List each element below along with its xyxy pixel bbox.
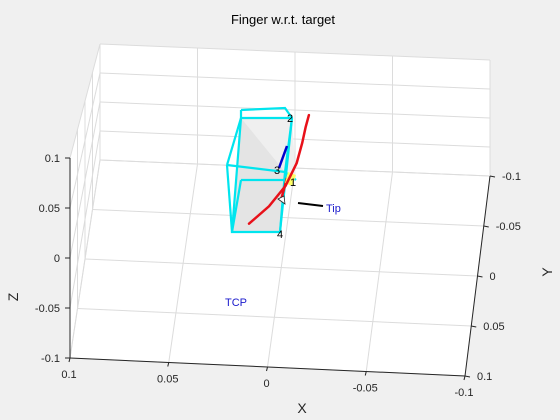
x-tick-3 xyxy=(364,371,367,376)
z-tick-label-1: 0.05 xyxy=(39,203,60,215)
annotation-tip: Tip xyxy=(326,203,341,215)
y-tick-label-2: 0 xyxy=(490,271,496,283)
z-tick-label-4: -0.1 xyxy=(41,353,60,365)
box-edge-back xyxy=(225,164,234,233)
y-tick-3 xyxy=(471,325,477,328)
x-tick-0 xyxy=(68,357,71,363)
corner-label-1: 1 xyxy=(290,177,296,189)
annotation-tcp: TCP xyxy=(225,297,247,309)
grid-side-z-4 xyxy=(69,43,101,159)
x-tick-1 xyxy=(167,362,170,367)
grid-lines xyxy=(69,43,491,377)
z-tick-label-0: 0.1 xyxy=(45,153,60,165)
y-axis-label: Y xyxy=(539,267,555,277)
grid-floor-y-3 xyxy=(77,308,472,327)
z-tick-label-3: -0.05 xyxy=(35,303,60,315)
y-tick-label-3: 0.05 xyxy=(483,321,504,333)
x-tick-label-1: 0.05 xyxy=(157,374,178,386)
y-tick-label-0: -0.1 xyxy=(502,171,521,183)
grid-floor-x-3 xyxy=(168,163,198,363)
x-tick-label-3: -0.05 xyxy=(353,383,378,395)
target-box xyxy=(225,106,297,234)
grid-side-z-3 xyxy=(69,72,101,209)
x-tick-label-2: 0 xyxy=(263,378,269,390)
y-tick-label-4: 0.1 xyxy=(477,371,492,383)
finger-marker-blue xyxy=(277,145,289,169)
x-tick-4 xyxy=(463,375,466,381)
x-tick-label-0: 0.1 xyxy=(61,369,76,381)
chart-title: Finger w.r.t. target xyxy=(231,12,335,27)
y-tick-label-1: -0.05 xyxy=(496,221,521,233)
z-tick-labels: 0.1 0.05 0 -0.05 -0.1 xyxy=(35,153,70,365)
x-tick-2 xyxy=(266,366,268,372)
corner-label-4: 4 xyxy=(277,229,283,241)
y-tick-2 xyxy=(477,275,483,278)
y-tick-labels: -0.1 -0.05 0 0.05 0.1 xyxy=(464,171,521,383)
corner-label-2: 2 xyxy=(287,113,293,125)
target-box-edges xyxy=(225,106,297,234)
y-tick-0 xyxy=(489,175,496,178)
trajectory-line xyxy=(247,113,311,225)
box-edge-mid xyxy=(226,163,286,174)
grid-back-z-2 xyxy=(99,101,491,119)
tip-segment xyxy=(297,202,324,207)
z-tick-label-2: 0 xyxy=(54,253,60,265)
corner-label-3: 3 xyxy=(274,165,280,177)
box-edge-right xyxy=(283,117,294,173)
grid-floor-y-2 xyxy=(84,258,478,277)
y-tick-4 xyxy=(464,375,471,378)
box-edge-inner xyxy=(230,179,243,233)
grid-floor-x-4 xyxy=(69,159,101,359)
grid-back-z-3 xyxy=(99,72,491,90)
x-axis-label: X xyxy=(297,400,307,416)
grid-side-z-2 xyxy=(69,101,101,259)
x-tick-label-4: -0.1 xyxy=(455,387,474,399)
target-box-face-top xyxy=(241,118,296,180)
box-edge-side xyxy=(225,117,243,166)
grid-back-z-4 xyxy=(99,43,491,61)
y-tick-1 xyxy=(483,225,489,228)
z-axis-label: Z xyxy=(5,292,21,301)
finger-marker-tip xyxy=(277,195,286,205)
x-tick-labels: 0.1 0.05 0 -0.05 -0.1 xyxy=(61,357,474,399)
